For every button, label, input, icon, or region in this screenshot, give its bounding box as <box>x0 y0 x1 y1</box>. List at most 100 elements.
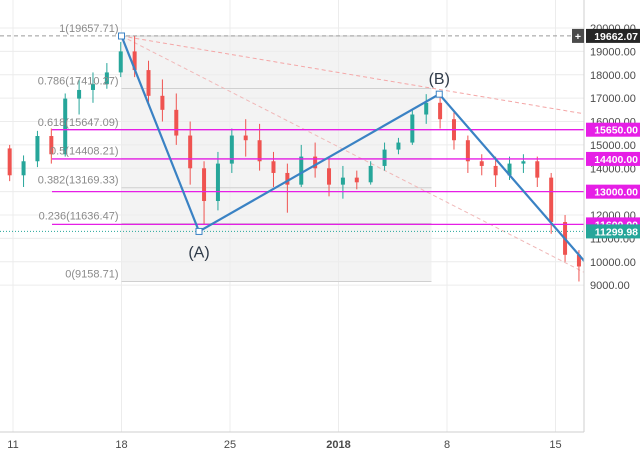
abc-point-handle[interactable] <box>118 32 125 40</box>
candle <box>354 170 359 190</box>
abc-pattern-line[interactable] <box>120 35 603 283</box>
candle-body <box>146 70 151 96</box>
candle-body <box>215 163 220 202</box>
add-alert-button[interactable] <box>572 28 584 43</box>
candle-body <box>229 135 234 164</box>
candles <box>7 36 623 282</box>
candle-body <box>132 51 137 71</box>
candle-body <box>368 165 373 183</box>
x-tick-label: 25 <box>224 439 236 451</box>
candle-body <box>90 84 95 90</box>
candle <box>410 109 415 145</box>
last-price-tag-label: 11299.98 <box>595 226 638 238</box>
y-tick-label: 17000.00 <box>590 93 636 105</box>
candle-body <box>493 165 498 176</box>
candle-body <box>535 161 540 178</box>
candle-body <box>104 72 109 85</box>
y-tick-label: 10000.00 <box>590 257 636 269</box>
candle-body <box>77 89 82 99</box>
candle <box>21 155 26 187</box>
fib-level-label: 0.5(14408.21) <box>50 146 119 158</box>
time-axis[interactable] <box>0 433 584 455</box>
level-price-tag <box>586 184 640 199</box>
abc-point-label: (A) <box>188 244 209 261</box>
candle-body <box>271 161 276 173</box>
candle <box>327 156 332 197</box>
fib-level-label: 1(19657.71) <box>59 23 118 35</box>
candle-body <box>202 168 207 202</box>
candle-body <box>396 142 401 150</box>
y-tick-label: 16000.00 <box>590 117 636 129</box>
candle <box>465 135 470 173</box>
candle <box>229 128 234 173</box>
candle <box>340 165 345 199</box>
candle <box>63 93 68 157</box>
abc-point-label: (B) <box>429 71 450 88</box>
candle-body <box>35 136 40 162</box>
candle <box>493 156 498 187</box>
candle-body <box>243 135 248 141</box>
candle-body <box>424 102 429 115</box>
abc-point-handle[interactable] <box>195 227 203 235</box>
candle-body <box>382 149 387 166</box>
candle <box>382 142 387 171</box>
candle <box>424 94 429 124</box>
candle-body <box>299 156 304 185</box>
candle-body <box>507 163 512 176</box>
candle-body <box>354 177 359 183</box>
x-tick-label: 8 <box>444 439 450 451</box>
candle <box>7 144 12 182</box>
candle <box>535 156 540 187</box>
x-tick-label: 2018 <box>326 439 350 451</box>
candle <box>146 60 151 106</box>
plus-icon: + <box>575 31 581 43</box>
candle-body <box>257 140 262 162</box>
candle <box>188 121 193 185</box>
x-tick-label: 11 <box>7 439 18 451</box>
candle-body <box>521 161 526 164</box>
y-tick-label: 9000.00 <box>590 280 630 292</box>
candle-body <box>63 98 68 155</box>
candle-body <box>465 140 470 162</box>
fib-level-label: 0.786(17410.27) <box>38 76 119 88</box>
candle <box>160 79 165 122</box>
candle <box>271 151 276 187</box>
candle <box>174 93 179 145</box>
level-price-tag <box>586 122 640 137</box>
candle <box>77 79 82 115</box>
candle <box>368 161 373 185</box>
candle-body <box>7 148 12 176</box>
candle <box>104 63 109 89</box>
candle-body <box>327 168 332 185</box>
high-price-tag-label: 19662.07 <box>594 31 638 43</box>
candle <box>49 128 54 164</box>
candle <box>202 161 207 225</box>
candle-body <box>285 172 290 185</box>
candle <box>396 137 401 155</box>
candle <box>90 72 95 103</box>
candle <box>118 42 123 78</box>
candle-body <box>340 177 345 185</box>
candle-body <box>438 102 443 120</box>
candle-body <box>118 51 123 73</box>
candle <box>257 123 262 171</box>
fib-level-label: 0.236(11636.47) <box>39 211 119 223</box>
candle <box>215 151 220 211</box>
x-tick-label: 15 <box>549 439 561 451</box>
candle-body <box>410 114 415 143</box>
abc-point-handle[interactable] <box>435 90 443 98</box>
last-price-tag <box>586 224 640 239</box>
fib-level-label: 0(9158.71) <box>65 268 118 280</box>
fib-level-label: 0.618(15647.09) <box>38 117 119 129</box>
candle <box>438 95 443 129</box>
candle <box>479 154 484 176</box>
candle <box>299 144 304 187</box>
candle <box>521 154 526 173</box>
level-price-tag-label: 14400.00 <box>594 154 638 166</box>
y-tick-label: 15000.00 <box>590 140 636 152</box>
candle-body <box>479 161 484 166</box>
candle-body <box>174 109 179 136</box>
candle-body <box>49 136 54 155</box>
